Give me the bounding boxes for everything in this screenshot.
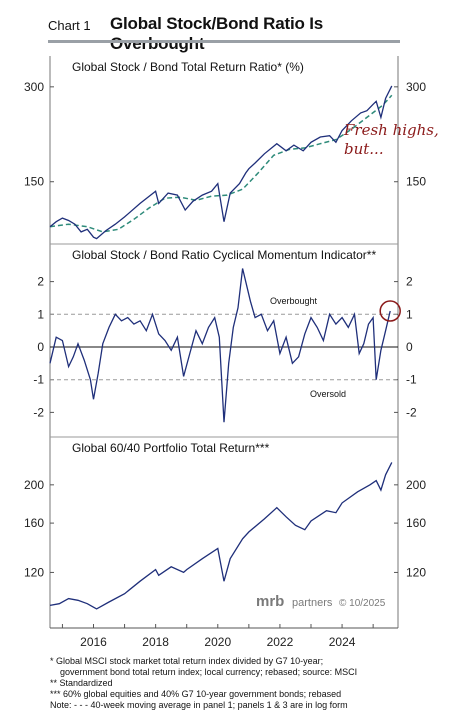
- footnote-1: * Global MSCI stock market total return …: [50, 656, 324, 666]
- panel-2-title: Global Stock / Bond Ratio Cyclical Momen…: [72, 248, 376, 262]
- x-tick-label: 2016: [80, 635, 107, 649]
- oversold-label: Oversold: [310, 389, 346, 399]
- y-tick-label-left: -1: [33, 373, 44, 387]
- footnotes: * Global MSCI stock market total return …: [50, 656, 450, 711]
- panel-1-title: Global Stock / Bond Total Return Ratio* …: [72, 60, 304, 74]
- chart-header: Chart 1 Global Stock/Bond Ratio Is Overb…: [48, 14, 400, 53]
- y-tick-label-right: 120: [406, 565, 426, 579]
- panel-3-title: Global 60/40 Portfolio Total Return***: [72, 441, 270, 455]
- brand-watermark: mrb partners © 10/2025: [256, 593, 386, 610]
- y-tick-label-left: -2: [33, 405, 44, 419]
- portfolio-return-line: [49, 462, 393, 610]
- stock-bond-ratio-line: [49, 85, 393, 240]
- y-tick-label-right: -2: [406, 405, 417, 419]
- panel-3-y-ticks: 120 120 160 160 200 200: [24, 478, 426, 580]
- panel-2-y-ticks: -2 -2 -1 -1 0 0 1 1 2 2: [33, 275, 417, 420]
- y-tick-label-left: 300: [24, 80, 44, 94]
- y-tick-label-left: 0: [37, 340, 44, 354]
- y-tick-label-left: 160: [24, 516, 44, 530]
- brand-logo: mrb: [256, 593, 284, 610]
- panel-1-y-ticks: 150 150 300 300: [24, 80, 426, 189]
- y-tick-label-right: 0: [406, 340, 413, 354]
- footnote-3: *** 60% global equities and 40% G7 10-ye…: [50, 689, 342, 699]
- y-tick-label-right: 150: [406, 175, 426, 189]
- chart-title: Global Stock/Bond Ratio Is Overbought: [110, 14, 323, 53]
- footnote-1-cont: government bond total return index; loca…: [60, 667, 358, 677]
- y-tick-label-right: 160: [406, 516, 426, 530]
- y-tick-label-right: 1: [406, 307, 413, 321]
- brand-suffix: partners: [292, 597, 333, 609]
- highlight-circle: [379, 300, 401, 322]
- footnote-note: Note: - - - 40-week moving average in pa…: [50, 700, 348, 710]
- callout-fresh-highs-line-2: but...: [344, 140, 384, 158]
- footnote-2: ** Standardized: [50, 678, 113, 688]
- y-tick-label-left: 1: [37, 307, 44, 321]
- y-tick-label-right: 300: [406, 80, 426, 94]
- x-tick-label: 2024: [329, 635, 356, 649]
- brand-date: © 10/2025: [339, 598, 386, 609]
- chart-figure: Global Stock / Bond Total Return Ratio* …: [24, 56, 439, 649]
- x-axis-ticks: 2016 2018 2020 2022 2024: [61, 624, 374, 649]
- overbought-label: Overbought: [270, 296, 318, 306]
- moving-average-line: [49, 94, 393, 233]
- y-tick-label-right: -1: [406, 373, 417, 387]
- chart-number-label: Chart 1: [48, 18, 91, 33]
- y-tick-label-left: 150: [24, 175, 44, 189]
- x-tick-label: 2020: [204, 635, 231, 649]
- header-divider: [48, 40, 400, 43]
- panel-2-reference-lines: [50, 313, 398, 381]
- x-tick-label: 2022: [267, 635, 294, 649]
- y-tick-label-left: 2: [37, 275, 44, 289]
- momentum-indicator-line: [49, 268, 391, 423]
- x-tick-label: 2018: [142, 635, 169, 649]
- y-tick-label-right: 200: [406, 478, 426, 492]
- y-tick-label-left: 200: [24, 478, 44, 492]
- y-tick-label-left: 120: [24, 565, 44, 579]
- y-tick-label-right: 2: [406, 275, 413, 289]
- callout-fresh-highs-line-1: Fresh highs,: [343, 121, 439, 139]
